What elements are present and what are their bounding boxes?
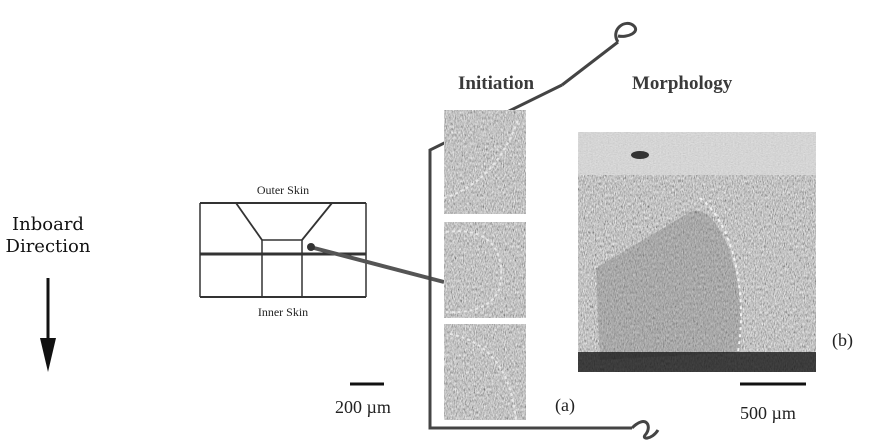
morphology-header: Morphology [632, 73, 733, 94]
panel-label-b: (b) [832, 330, 853, 351]
morphology-micrograph [578, 132, 816, 372]
micrograph-a3 [444, 324, 526, 421]
scale-bar-left-label: 200 µm [335, 397, 391, 417]
inboard-arrow-icon [40, 278, 56, 372]
panel-label-a: (a) [555, 395, 575, 416]
scale-bar-right: 500 µm [740, 382, 806, 423]
micrograph-a1 [443, 110, 526, 214]
joint-schematic [199, 202, 445, 298]
inner-skin-label: Inner Skin [258, 305, 308, 319]
inboard-label-line1: Inboard [12, 214, 84, 235]
scale-bar-left: 200 µm [335, 382, 391, 417]
inboard-direction-label: Inboard Direction [0, 214, 96, 258]
micrograph-a2 [444, 222, 526, 318]
outer-skin-label: Outer Skin [257, 183, 309, 197]
initiation-header: Initiation [458, 73, 534, 94]
initiation-micrographs [443, 110, 526, 421]
scale-bar-right-label: 500 µm [740, 403, 796, 423]
inboard-label-line2: Direction [5, 236, 91, 257]
